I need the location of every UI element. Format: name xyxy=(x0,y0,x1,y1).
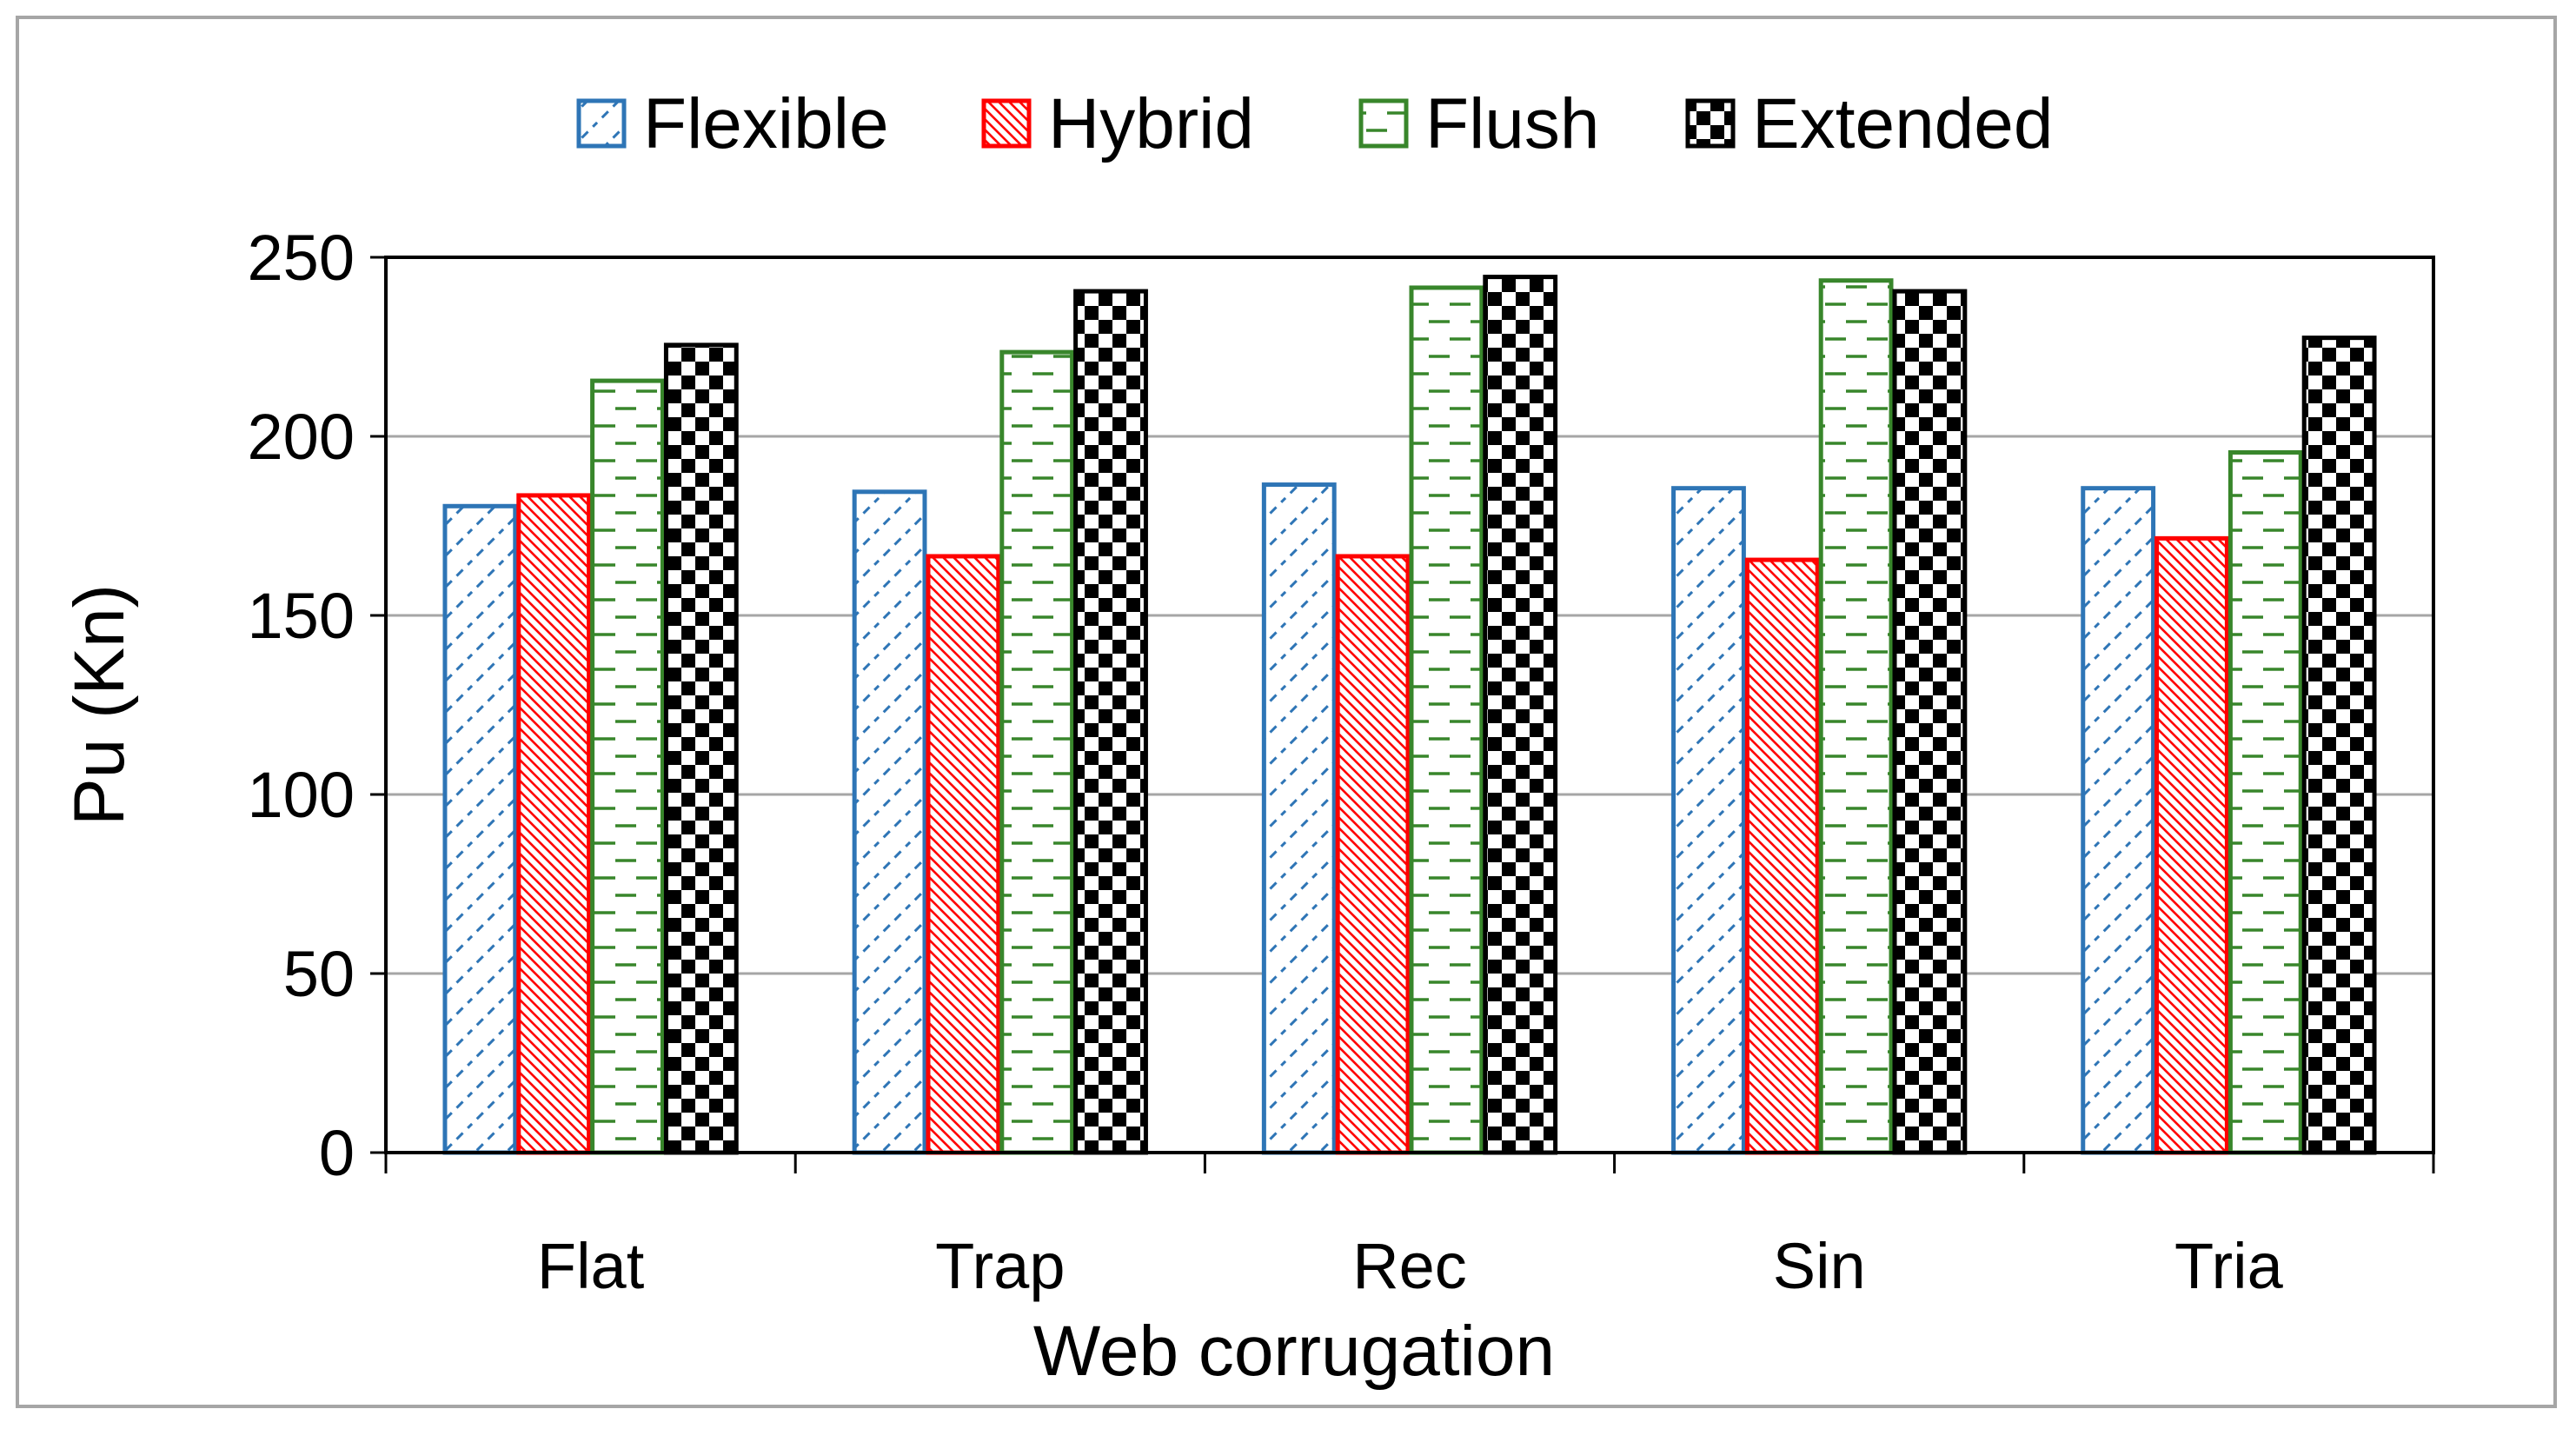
bar-sin-flush xyxy=(1818,278,1894,1155)
x-tick-label: Sin xyxy=(1773,1230,1866,1302)
bar-trap-hybrid xyxy=(926,554,1001,1155)
x-tick-label: Flat xyxy=(537,1230,645,1302)
legend-swatch xyxy=(1358,98,1409,149)
bar-trap-extended xyxy=(1073,289,1148,1155)
legend-label: Hybrid xyxy=(1048,84,1254,163)
bar-flat-hybrid xyxy=(516,493,592,1155)
legend-swatch xyxy=(981,98,1032,149)
y-tick-label: 150 xyxy=(248,580,355,652)
bar-rec-hybrid xyxy=(1335,554,1411,1155)
bars xyxy=(442,275,2377,1155)
bar-flat-flush xyxy=(590,378,665,1155)
bar-tria-hybrid xyxy=(2154,535,2229,1155)
y-axis-title: Pu (Kn) xyxy=(60,584,139,826)
bar-tria-flexible xyxy=(2081,486,2156,1155)
legend-label: Extended xyxy=(1752,84,2054,163)
x-axis: Flat Trap Rec Sin Tria xyxy=(384,1151,2435,1302)
y-tick-label: 100 xyxy=(248,759,355,831)
bar-tria-flush xyxy=(2227,449,2303,1155)
legend-label: Flush xyxy=(1425,84,1600,163)
legend-item-flexible: Flexible xyxy=(576,84,889,163)
bar-trap-flexible xyxy=(852,489,927,1155)
bar-sin-extended xyxy=(1892,289,1968,1155)
x-tick-label: Rec xyxy=(1352,1230,1467,1302)
y-tick-label: 200 xyxy=(248,401,355,473)
bar-rec-flexible xyxy=(1261,482,1337,1155)
legend-item-hybrid: Hybrid xyxy=(981,84,1254,163)
bar-trap-flush xyxy=(999,349,1075,1155)
legend-swatch xyxy=(1685,98,1736,149)
bar-sin-flexible xyxy=(1671,486,1746,1155)
legend-label: Flexible xyxy=(643,84,889,163)
x-tick-label: Trap xyxy=(935,1230,1065,1302)
legend: Flexible Hybrid Flush Extended xyxy=(576,84,2054,163)
y-tick-label: 50 xyxy=(283,938,355,1010)
legend-item-extended: Extended xyxy=(1685,84,2054,163)
y-axis: 0 50 100 150 200 250 xyxy=(248,222,386,1189)
bar-sin-hybrid xyxy=(1744,557,1820,1155)
y-tick-label: 250 xyxy=(248,222,355,294)
bar-rec-extended xyxy=(1483,275,1558,1155)
legend-swatch xyxy=(576,98,627,149)
bar-flat-extended xyxy=(663,342,739,1155)
bar-rec-flush xyxy=(1409,285,1484,1155)
legend-item-flush: Flush xyxy=(1358,84,1600,163)
x-tick-label: Tria xyxy=(2174,1230,2284,1302)
bar-tria-extended xyxy=(2301,336,2377,1155)
y-tick-label: 0 xyxy=(319,1117,355,1189)
bar-flat-flexible xyxy=(442,503,518,1155)
x-axis-title: Web corrugation xyxy=(1033,1312,1555,1391)
